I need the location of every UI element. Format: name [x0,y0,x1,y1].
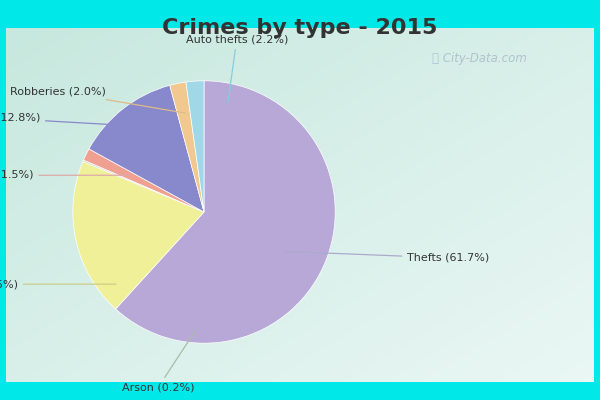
Text: Arson (0.2%): Arson (0.2%) [122,330,196,392]
Text: Auto thefts (2.2%): Auto thefts (2.2%) [185,34,288,102]
Wedge shape [89,85,204,212]
Wedge shape [73,162,204,309]
Wedge shape [170,82,204,212]
Text: Assaults (19.5%): Assaults (19.5%) [0,279,116,289]
Wedge shape [83,160,204,212]
Text: ⓘ City-Data.com: ⓘ City-Data.com [432,52,527,65]
Wedge shape [186,81,204,212]
Text: Rapes (1.5%): Rapes (1.5%) [0,170,129,180]
Text: Burglaries (12.8%): Burglaries (12.8%) [0,112,146,126]
Wedge shape [116,81,335,343]
Text: Thefts (61.7%): Thefts (61.7%) [286,252,490,263]
Wedge shape [83,149,204,212]
Text: Crimes by type - 2015: Crimes by type - 2015 [163,18,437,38]
Text: Robberies (2.0%): Robberies (2.0%) [10,86,185,113]
